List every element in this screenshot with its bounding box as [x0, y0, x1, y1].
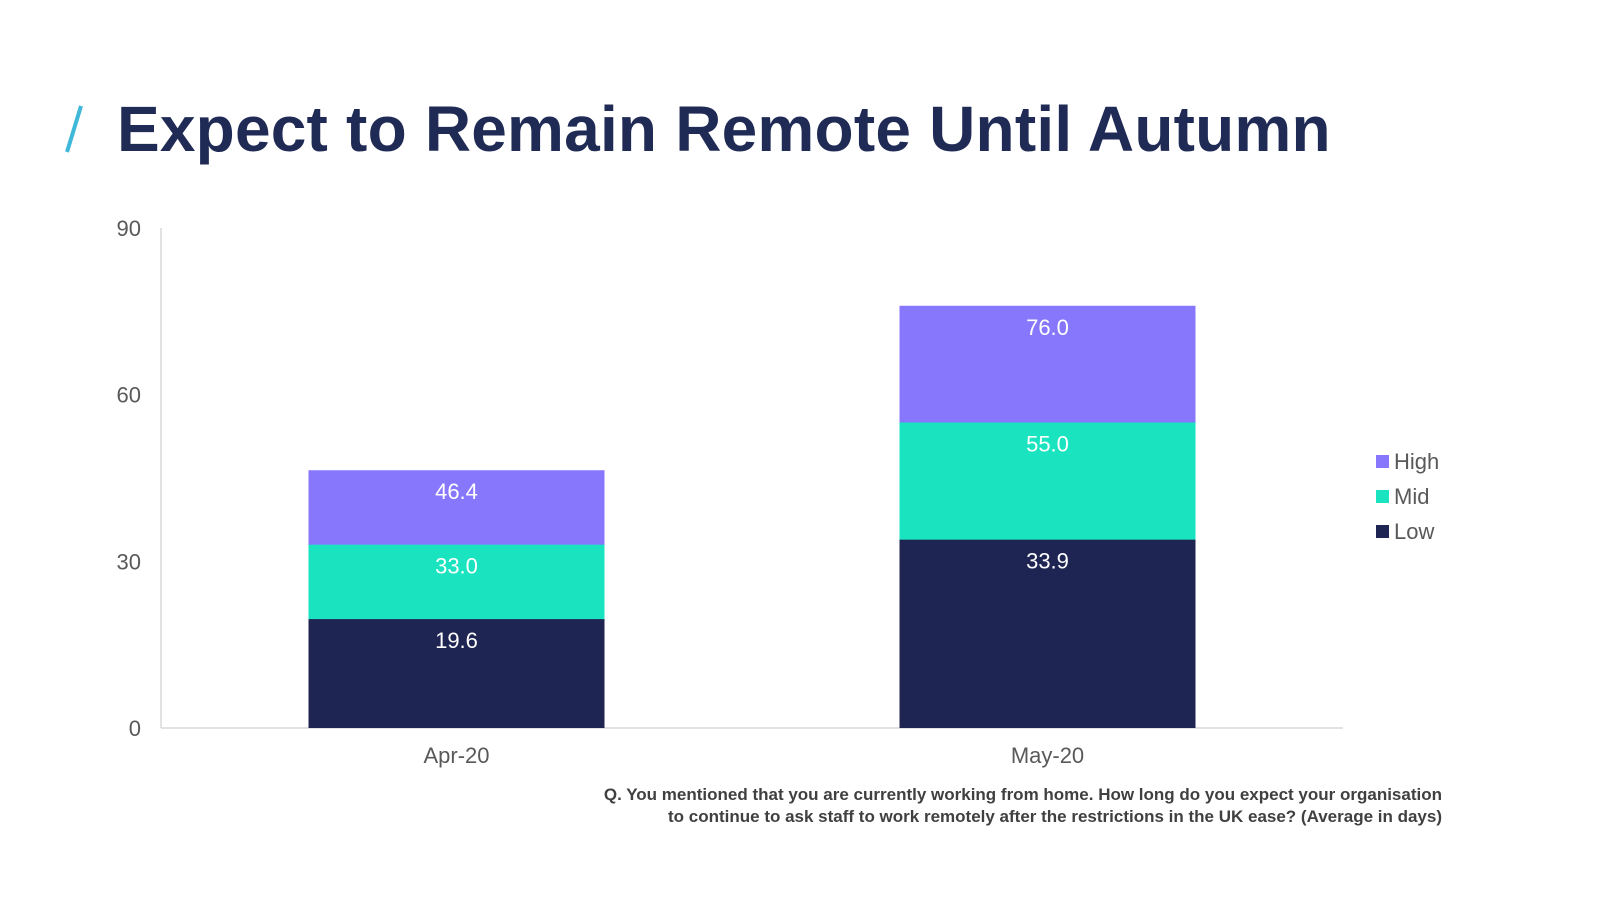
data-label-low: 33.9 [1026, 549, 1069, 574]
data-label-high: 46.4 [435, 479, 478, 504]
legend-label: Low [1394, 518, 1435, 544]
data-label-mid: 33.0 [435, 554, 478, 579]
slide-title: Expect to Remain Remote Until Autumn [117, 93, 1331, 165]
data-label-high: 76.0 [1026, 315, 1069, 340]
data-label-mid: 55.0 [1026, 431, 1069, 456]
legend-swatch [1376, 455, 1389, 468]
legend-label: Mid [1394, 483, 1430, 509]
y-tick-label: 30 [117, 549, 141, 574]
y-tick-label: 0 [129, 716, 141, 741]
bar-low [308, 619, 605, 728]
legend-item-mid: Mid [1376, 479, 1439, 514]
x-tick-label: Apr-20 [423, 743, 489, 768]
legend-label: High [1394, 448, 1440, 474]
chart-legend: High Mid Low [1376, 444, 1439, 549]
legend-swatch [1376, 490, 1389, 503]
footnote-line-1: Q. You mentioned that you are currently … [603, 785, 1442, 804]
bar-low [899, 539, 1196, 728]
y-tick-label: 60 [117, 383, 141, 408]
title-accent-slash-icon [65, 105, 83, 153]
legend-item-low: Low [1376, 514, 1439, 549]
data-label-low: 19.6 [435, 628, 478, 653]
y-tick-label: 90 [117, 216, 141, 241]
legend-swatch [1376, 525, 1389, 538]
legend-item-high: High [1376, 444, 1439, 479]
x-tick-label: May-20 [1011, 743, 1084, 768]
footnote-line-2: to continue to ask staff to work remotel… [668, 807, 1442, 826]
survey-question-footnote: Q. You mentioned that you are currently … [604, 784, 1442, 828]
